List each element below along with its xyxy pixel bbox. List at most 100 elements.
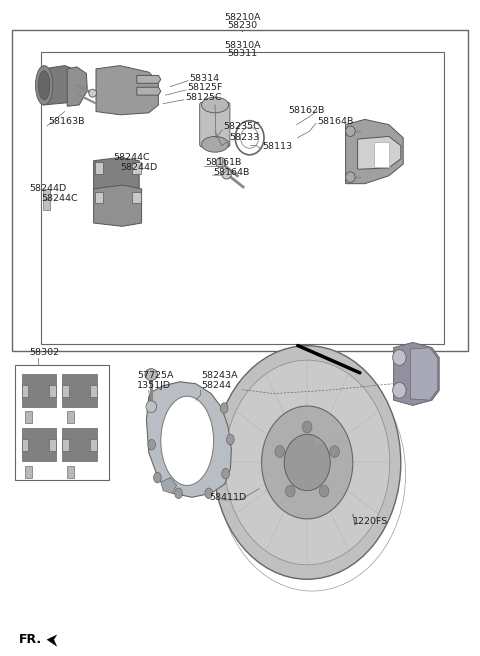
- Polygon shape: [67, 466, 74, 478]
- Bar: [15, 365, 109, 480]
- Text: 58244C: 58244C: [113, 153, 149, 162]
- Polygon shape: [132, 162, 141, 174]
- Text: 58164B: 58164B: [317, 117, 353, 126]
- Text: 58311: 58311: [228, 49, 257, 58]
- Text: 58161B: 58161B: [205, 158, 242, 167]
- Polygon shape: [96, 66, 158, 115]
- Text: 58243R0000: 58243R0000: [313, 439, 349, 444]
- Text: 58302: 58302: [30, 348, 60, 357]
- Ellipse shape: [216, 157, 226, 168]
- Polygon shape: [374, 142, 389, 167]
- Ellipse shape: [214, 346, 401, 579]
- Polygon shape: [410, 348, 438, 400]
- Ellipse shape: [222, 169, 231, 179]
- Text: 58164B: 58164B: [214, 168, 250, 177]
- Ellipse shape: [148, 440, 156, 450]
- Polygon shape: [346, 119, 403, 184]
- Polygon shape: [49, 439, 56, 451]
- Ellipse shape: [275, 445, 285, 457]
- Polygon shape: [49, 385, 56, 397]
- Ellipse shape: [319, 485, 329, 497]
- Text: 58244D: 58244D: [120, 163, 157, 172]
- Ellipse shape: [227, 434, 234, 445]
- Polygon shape: [394, 342, 439, 405]
- Ellipse shape: [262, 406, 353, 519]
- Text: 58244C: 58244C: [41, 194, 77, 203]
- Text: 58411D: 58411D: [209, 493, 246, 502]
- Ellipse shape: [202, 136, 228, 152]
- Ellipse shape: [205, 488, 213, 499]
- Text: 58310A: 58310A: [224, 41, 261, 50]
- Polygon shape: [146, 382, 231, 497]
- Text: 1220FS: 1220FS: [353, 517, 388, 526]
- Ellipse shape: [36, 66, 53, 105]
- Ellipse shape: [89, 89, 96, 97]
- FancyBboxPatch shape: [200, 102, 230, 147]
- Ellipse shape: [330, 445, 339, 457]
- Polygon shape: [161, 478, 177, 493]
- Text: 58113: 58113: [262, 142, 292, 151]
- Ellipse shape: [222, 468, 229, 479]
- Polygon shape: [358, 136, 401, 169]
- Text: 58210A: 58210A: [224, 12, 261, 22]
- Polygon shape: [67, 411, 74, 423]
- Text: 58125C: 58125C: [185, 92, 221, 102]
- Ellipse shape: [145, 369, 157, 380]
- Polygon shape: [90, 385, 97, 397]
- Polygon shape: [22, 439, 28, 451]
- Ellipse shape: [161, 396, 214, 485]
- Polygon shape: [62, 428, 97, 461]
- Ellipse shape: [220, 403, 228, 413]
- Ellipse shape: [225, 360, 390, 565]
- Polygon shape: [132, 192, 141, 203]
- Polygon shape: [22, 428, 56, 461]
- Polygon shape: [43, 200, 50, 210]
- Polygon shape: [25, 411, 32, 423]
- Bar: [12, 30, 468, 351]
- Text: 58235C: 58235C: [223, 122, 260, 131]
- Ellipse shape: [302, 421, 312, 433]
- Ellipse shape: [175, 488, 182, 499]
- Ellipse shape: [393, 350, 406, 365]
- Ellipse shape: [154, 472, 161, 483]
- Text: 58163B: 58163B: [48, 117, 84, 126]
- Text: 1351JD: 1351JD: [137, 380, 171, 390]
- Text: 58314: 58314: [190, 73, 220, 83]
- Text: 58244D: 58244D: [29, 184, 66, 193]
- Polygon shape: [94, 157, 139, 198]
- Bar: [41, 52, 444, 344]
- Text: 58244: 58244: [202, 380, 231, 390]
- Polygon shape: [62, 374, 97, 407]
- Polygon shape: [95, 162, 103, 174]
- Ellipse shape: [393, 382, 406, 398]
- Ellipse shape: [286, 485, 295, 497]
- Polygon shape: [62, 439, 69, 451]
- Text: 58125F: 58125F: [187, 83, 223, 92]
- Polygon shape: [137, 75, 161, 83]
- Ellipse shape: [38, 71, 50, 100]
- Polygon shape: [22, 374, 56, 407]
- Text: FR.: FR.: [19, 633, 42, 646]
- Text: 58162B: 58162B: [288, 106, 324, 115]
- Ellipse shape: [284, 434, 330, 491]
- Polygon shape: [47, 635, 57, 646]
- Polygon shape: [43, 189, 50, 199]
- Ellipse shape: [346, 172, 355, 182]
- Text: 58233: 58233: [229, 133, 260, 142]
- Ellipse shape: [346, 126, 355, 136]
- Polygon shape: [22, 385, 28, 397]
- Polygon shape: [25, 466, 32, 478]
- Polygon shape: [43, 66, 84, 105]
- Text: 58230: 58230: [228, 21, 257, 30]
- Polygon shape: [137, 87, 161, 95]
- Polygon shape: [62, 385, 69, 397]
- Text: 57725A: 57725A: [137, 371, 173, 380]
- Ellipse shape: [149, 401, 156, 412]
- Polygon shape: [95, 192, 103, 203]
- Polygon shape: [94, 185, 142, 226]
- Ellipse shape: [202, 97, 228, 113]
- Text: 58243A: 58243A: [202, 371, 238, 380]
- Polygon shape: [90, 439, 97, 451]
- Ellipse shape: [146, 401, 156, 413]
- Polygon shape: [67, 67, 87, 106]
